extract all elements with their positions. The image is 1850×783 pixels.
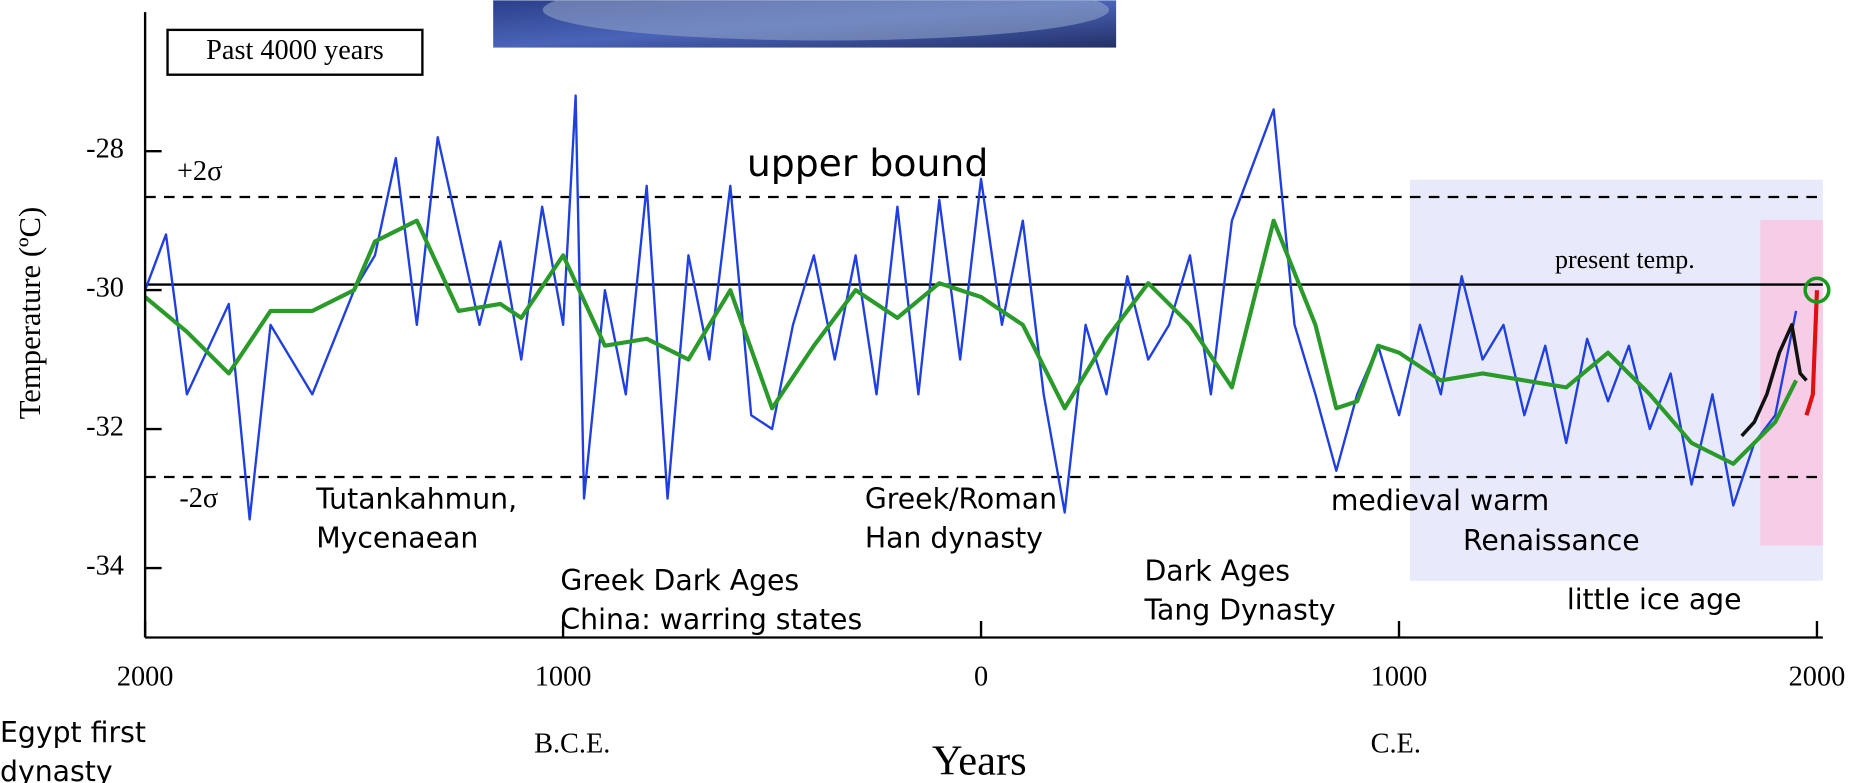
annotation: Egypt first (0, 716, 146, 749)
reference-label: +2σ (177, 156, 222, 187)
y-tick-label: -34 (86, 551, 124, 582)
era-label: B.C.E. (534, 729, 610, 760)
reference-label: -2σ (179, 483, 218, 514)
y-axis-label: Temperature (ºC) (13, 207, 47, 419)
chart: Past 4000 years upper bound Temperature … (0, 0, 1850, 783)
page: {"chart_data":{ "type":"line", "box_labe… (0, 0, 1850, 783)
annotation: Greek Dark Ages (560, 564, 799, 597)
annotation: China: warring states (560, 603, 862, 636)
box-label: Past 4000 years (206, 35, 384, 66)
annotation: little ice age (1567, 583, 1742, 616)
x-axis-label: Years (932, 738, 1027, 783)
reference-label: present temp. (1555, 245, 1695, 274)
upper-bound-label: upper bound (747, 141, 988, 185)
annotation: Dark Ages (1144, 555, 1290, 588)
annotation: dynasty (0, 755, 113, 783)
annotation: medieval warm (1331, 484, 1549, 517)
annotation: Han dynasty (865, 522, 1043, 555)
annotation: Tang Dynasty (1143, 594, 1335, 627)
x-tick-label: 2000 (117, 661, 174, 692)
x-tick-label: 0 (974, 661, 988, 692)
annotation: Mycenaean (316, 522, 478, 555)
x-tick-label: 1000 (535, 661, 592, 692)
y-tick-label: -32 (86, 412, 124, 443)
x-tick-label: 1000 (1371, 661, 1428, 692)
era-label: C.E. (1371, 729, 1421, 760)
y-tick-label: -28 (86, 134, 124, 165)
annotation: Tutankahmun, (315, 483, 517, 516)
y-tick-label: -30 (86, 273, 124, 304)
annotation: Renaissance (1463, 524, 1640, 557)
annotation: Greek/Roman (865, 483, 1057, 516)
x-tick-label: 2000 (1789, 661, 1846, 692)
